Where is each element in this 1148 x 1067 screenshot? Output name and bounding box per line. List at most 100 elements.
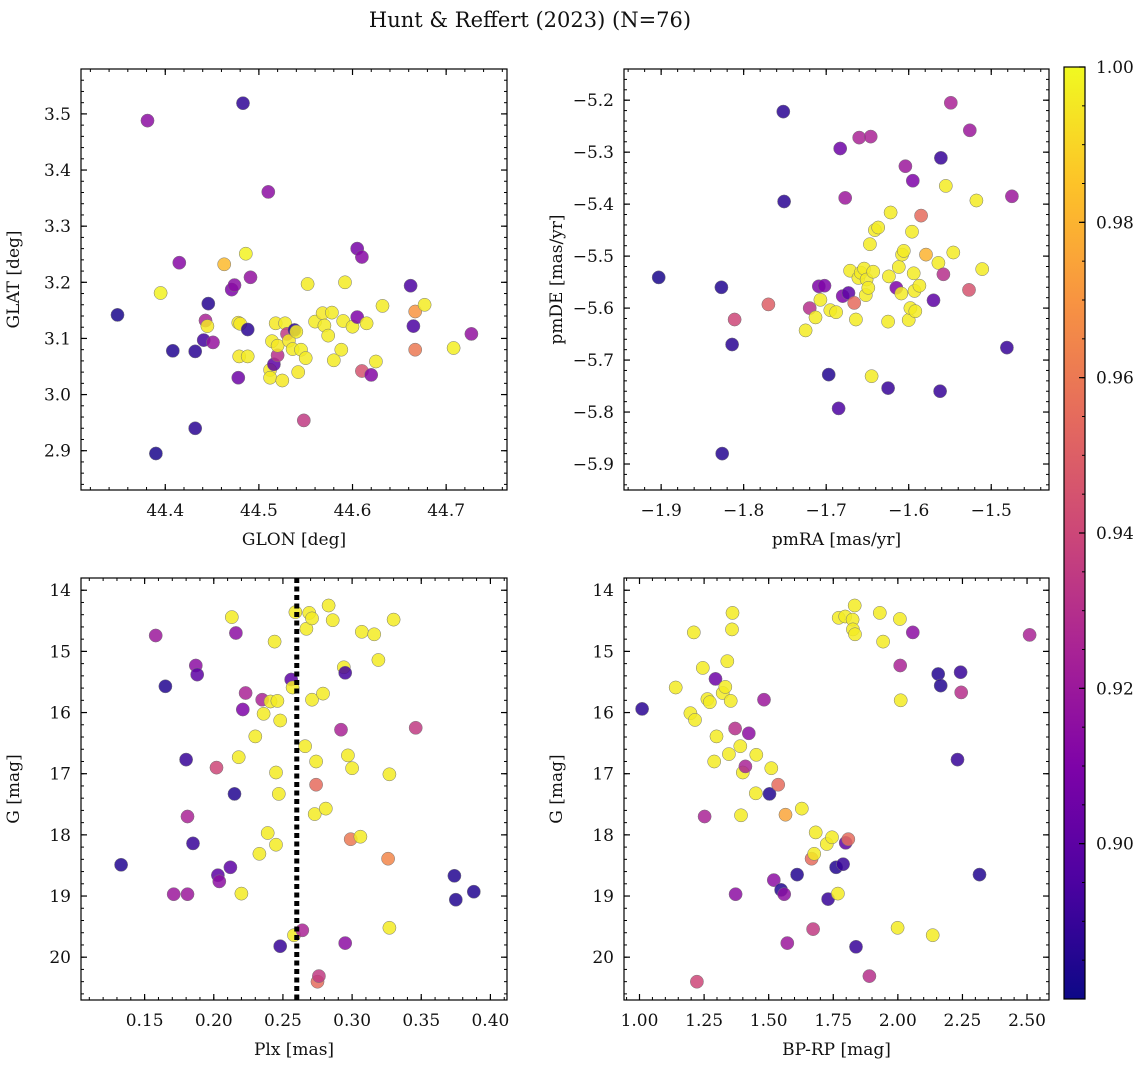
y-tick-label: −5.2 bbox=[573, 91, 614, 111]
data-point bbox=[882, 269, 896, 284]
data-point bbox=[919, 247, 933, 262]
data-point bbox=[464, 327, 479, 341]
data-point bbox=[849, 312, 863, 327]
y-tick-label: −5.5 bbox=[573, 247, 614, 267]
x-axis-label: Plx [mas] bbox=[254, 1040, 334, 1060]
x-axis-label: GLON [deg] bbox=[242, 530, 346, 550]
y-tick-label: 20 bbox=[592, 948, 614, 968]
data-point bbox=[849, 939, 863, 954]
data-point bbox=[912, 278, 927, 293]
data-point bbox=[841, 832, 856, 847]
data-point bbox=[757, 692, 771, 707]
y-tick-label: 3.4 bbox=[44, 161, 71, 181]
y-tick-label: 19 bbox=[592, 887, 614, 907]
data-point bbox=[375, 299, 390, 313]
data-point bbox=[231, 370, 246, 385]
data-point bbox=[309, 777, 323, 792]
y-tick-label: 14 bbox=[592, 581, 614, 601]
data-point bbox=[217, 257, 232, 272]
x-tick-label: −1.5 bbox=[971, 501, 1012, 521]
data-point bbox=[158, 679, 173, 694]
axes-frame bbox=[623, 68, 1050, 491]
data-point bbox=[309, 754, 323, 769]
data-point bbox=[893, 693, 908, 708]
data-point bbox=[725, 606, 740, 620]
data-point bbox=[238, 686, 253, 700]
data-point bbox=[962, 123, 977, 138]
data-point bbox=[898, 159, 913, 174]
data-point bbox=[206, 335, 220, 350]
y-tick-label: 3.3 bbox=[44, 217, 71, 237]
data-point bbox=[881, 314, 895, 329]
data-point bbox=[273, 713, 288, 728]
data-point bbox=[367, 627, 382, 642]
data-point bbox=[972, 867, 987, 882]
data-point bbox=[863, 129, 878, 144]
data-point bbox=[728, 721, 742, 736]
data-point bbox=[862, 969, 877, 983]
data-point bbox=[821, 367, 836, 382]
data-point bbox=[188, 344, 203, 359]
data-point bbox=[261, 185, 276, 199]
data-point bbox=[260, 826, 275, 840]
data-point bbox=[748, 786, 763, 801]
data-point bbox=[891, 260, 906, 274]
y-axis-label: GLAT [deg] bbox=[4, 230, 24, 328]
data-point bbox=[382, 920, 397, 935]
data-point bbox=[863, 237, 877, 252]
y-tick-label: −5.9 bbox=[573, 455, 614, 475]
x-tick-label: 2.50 bbox=[1008, 1011, 1046, 1031]
y-tick-label: 18 bbox=[49, 826, 71, 846]
data-point bbox=[238, 246, 253, 261]
data-point bbox=[905, 224, 919, 239]
data-point bbox=[871, 220, 886, 235]
data-point bbox=[236, 96, 250, 111]
data-point bbox=[852, 130, 867, 145]
data-point bbox=[883, 205, 898, 220]
x-tick-label: 1.75 bbox=[814, 1011, 852, 1031]
colorbar-gradient bbox=[1064, 67, 1085, 999]
data-point bbox=[847, 296, 862, 310]
data-point bbox=[938, 179, 953, 193]
data-point bbox=[224, 610, 239, 624]
data-point bbox=[209, 760, 224, 775]
y-tick-label: 3.2 bbox=[44, 273, 71, 293]
data-point bbox=[651, 270, 666, 285]
data-point bbox=[318, 801, 333, 816]
data-point bbox=[403, 278, 418, 293]
data-point bbox=[447, 868, 462, 883]
data-point bbox=[252, 846, 267, 861]
data-point bbox=[761, 297, 776, 312]
data-point bbox=[635, 702, 649, 716]
data-point bbox=[707, 754, 722, 769]
x-tick-label: −1.7 bbox=[806, 501, 847, 521]
data-point bbox=[688, 713, 702, 727]
x-tick-label: 1.50 bbox=[750, 1011, 788, 1031]
y-axis-label: pmDE [mas/yr] bbox=[547, 214, 567, 344]
x-tick-label: 0.25 bbox=[264, 1011, 302, 1031]
data-point bbox=[847, 598, 862, 613]
data-point bbox=[829, 305, 843, 320]
data-point bbox=[148, 628, 163, 643]
data-point bbox=[298, 351, 313, 365]
y-tick-label: 19 bbox=[49, 887, 71, 907]
data-point bbox=[248, 729, 263, 744]
data-point bbox=[269, 765, 283, 780]
data-point bbox=[925, 928, 940, 943]
data-point bbox=[408, 720, 423, 735]
x-tick-label: −1.9 bbox=[640, 501, 681, 521]
data-point bbox=[234, 886, 249, 901]
data-point bbox=[709, 729, 724, 744]
data-point bbox=[227, 787, 242, 801]
x-tick-label: 2.00 bbox=[879, 1011, 917, 1031]
data-point bbox=[697, 809, 712, 824]
data-point bbox=[776, 104, 791, 119]
data-point bbox=[240, 322, 255, 337]
data-point bbox=[149, 446, 163, 461]
data-point bbox=[893, 612, 907, 626]
data-point bbox=[906, 266, 921, 281]
data-point bbox=[371, 653, 386, 667]
axes-frame bbox=[623, 577, 1050, 1001]
panel-pm: −1.9 −1.8 −1.7 −1.6 −1.5 −5.9 −5.8 −5.7 −5.6 −5.5… bbox=[547, 68, 1050, 550]
data-point bbox=[386, 612, 401, 627]
